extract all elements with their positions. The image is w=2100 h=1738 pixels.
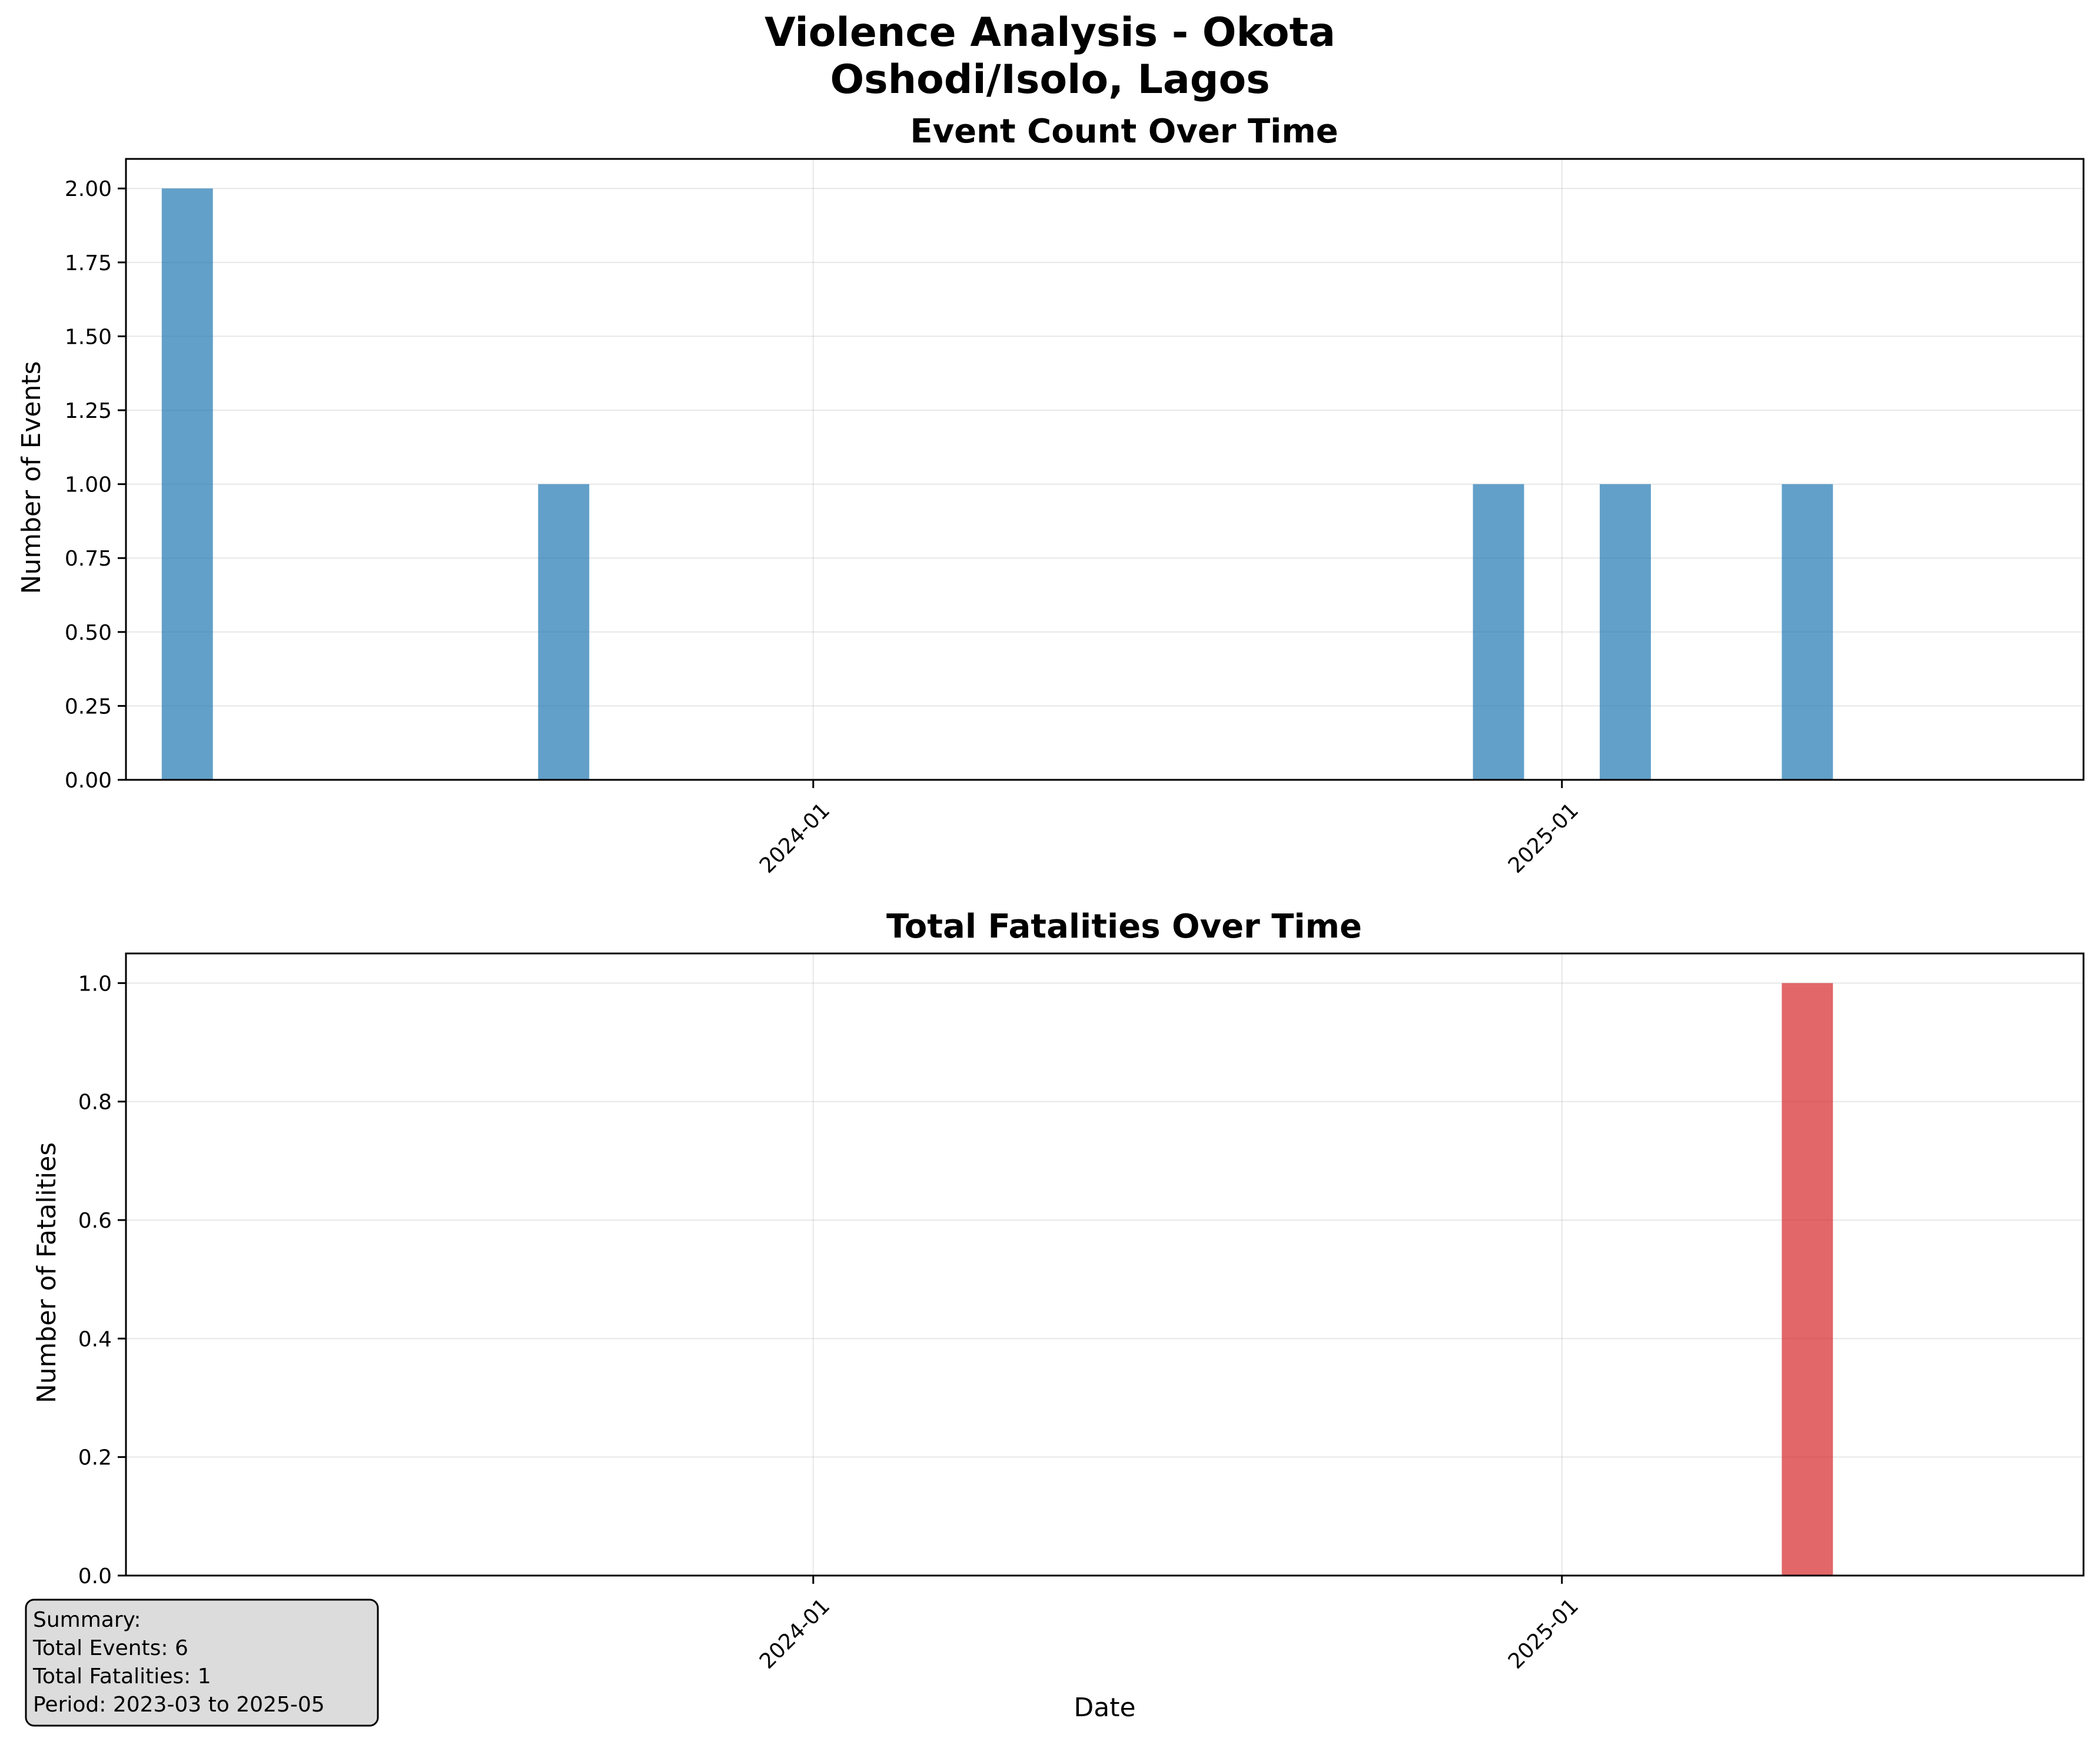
fatalities-x-ticks: 2024-01 2025-01: [755, 1576, 1583, 1674]
event-count-bar: [538, 484, 590, 780]
event-count-y-tick-label: 1.25: [65, 399, 112, 423]
event-count-y-tick-label: 1.75: [65, 251, 112, 275]
fatalities-y-tick-label: 0.8: [78, 1091, 112, 1115]
event-count-plot-frame: [125, 158, 2085, 781]
event-count-bar: [1782, 484, 1833, 780]
event-count-bar: [1600, 484, 1651, 780]
figure-title-line2: Oshodi/Isolo, Lagos: [830, 57, 1270, 103]
fatalities-y-tick-label: 0.4: [78, 1327, 112, 1351]
fatalities-panel: Total Fatalities Over Time 0.00.20.40.60…: [32, 908, 2085, 1723]
fatalities-bar: [1782, 983, 1833, 1576]
fatalities-bars: [1782, 983, 1833, 1576]
event-count-title: Event Count Over Time: [910, 112, 1338, 151]
event-count-y-label: Number of Events: [16, 361, 46, 594]
event-count-bar: [161, 188, 213, 780]
fatalities-y-tick-label: 0.2: [78, 1446, 112, 1470]
event-count-y-ticks: 0.00 0.25 0.50 0.75 1.00 1.25 1.50 1.75 2.00: [65, 177, 126, 793]
event-count-bar: [1473, 484, 1524, 780]
event-count-y-tick-label: 1.00: [65, 473, 112, 497]
event-count-y-tick-label: 0.25: [65, 694, 112, 719]
fatalities-plot-frame: [125, 952, 2085, 1577]
fatalities-x-label: Date: [1074, 1693, 1135, 1723]
event-count-bars: [161, 188, 1833, 780]
fatalities-y-tick-label: 0.6: [78, 1209, 112, 1233]
summary-header: Summary:: [33, 1608, 141, 1632]
fatalities-y-ticks: 0.0 0.2 0.4 0.6 0.8 1.0: [78, 972, 126, 1589]
fatalities-y-label: Number of Fatalities: [32, 1142, 62, 1404]
event-count-x-ticks: 2024-01 2025-01: [755, 780, 1583, 878]
figure-title-line1: Violence Analysis - Okota: [765, 9, 1335, 56]
event-count-panel: Event Count Over Time 0.00 0.25 0.50 0.75 1.…: [16, 112, 2085, 878]
event-count-y-tick-label: 0.75: [65, 547, 112, 571]
summary-total-events: Total Events: 6: [32, 1636, 188, 1660]
summary-box: Summary: Total Events: 6 Total Fatalitie…: [25, 1599, 379, 1727]
event-count-y-tick-label: 2.00: [65, 177, 112, 201]
event-count-x-tick-label: 2025-01: [1504, 798, 1583, 878]
event-count-y-tick-label: 0.00: [65, 769, 112, 793]
fatalities-y-tick-label: 0.0: [78, 1564, 112, 1589]
fatalities-x-tick-label: 2024-01: [755, 1594, 835, 1673]
event-count-grid: [126, 159, 2084, 780]
event-count-x-tick-label: 2024-01: [755, 798, 835, 878]
fatalities-title: Total Fatalities Over Time: [886, 908, 1362, 946]
fatalities-y-tick-label: 1.0: [78, 972, 112, 996]
event-count-y-tick-label: 0.50: [65, 621, 112, 645]
fatalities-x-tick-label: 2025-01: [1504, 1594, 1583, 1673]
summary-period: Period: 2023-03 to 2025-05: [33, 1693, 325, 1717]
event-count-y-tick-label: 1.50: [65, 325, 112, 349]
summary-total-fatalities: Total Fatalities: 1: [32, 1664, 211, 1689]
